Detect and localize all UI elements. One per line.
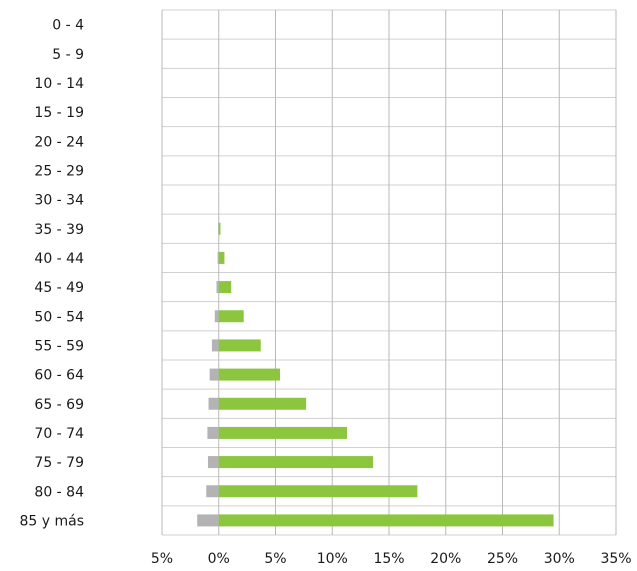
- bar-series-0-60-64: [209, 368, 219, 381]
- bar-series-0-40-44: [217, 251, 219, 264]
- bar-series-1-45-49: [218, 281, 232, 294]
- category-label: 0 - 4: [52, 18, 84, 34]
- category-label: 35 - 39: [34, 222, 84, 238]
- category-label: 50 - 54: [34, 309, 84, 325]
- category-labels: 0 - 4 5 - 9 10 - 14 15 - 19 20 - 24 25 - 29 30…: [19, 18, 84, 530]
- bar-series-1-55-59: [218, 339, 261, 352]
- x-tick-label: 20%: [430, 551, 461, 567]
- x-tick-labels: 5% 0% 5% 10% 15% 20% 25% 30% 35%: [151, 551, 632, 567]
- bar-series-0-55-59: [211, 339, 219, 352]
- category-label: 30 - 34: [34, 193, 84, 209]
- bars: [197, 222, 554, 527]
- bar-series-1-75-79: [218, 456, 374, 469]
- bar-series-0-65-69: [208, 397, 219, 410]
- bar-series-1-70-74: [218, 426, 348, 439]
- category-label: 25 - 29: [34, 163, 84, 179]
- bar-series-0-80-84: [206, 485, 219, 498]
- category-label: 85 y más: [19, 513, 84, 529]
- bar-series-1-35-39: [218, 222, 221, 235]
- category-label: 70 - 74: [34, 426, 84, 442]
- bar-series-1-40-44: [218, 251, 225, 264]
- category-label: 60 - 64: [34, 368, 84, 384]
- bar-series-1-80-84: [218, 485, 418, 498]
- category-label: 45 - 49: [34, 280, 84, 296]
- gridlines: [161, 9, 617, 536]
- x-tick-label: 0%: [208, 551, 230, 567]
- bar-series-1-50-54: [218, 310, 244, 323]
- category-label: 10 - 14: [34, 76, 84, 92]
- category-label: 5 - 9: [52, 47, 84, 63]
- bar-series-0-75-79: [207, 456, 219, 469]
- bar-series-1-85ymás: [218, 514, 554, 527]
- category-label: 15 - 19: [34, 105, 84, 121]
- category-label: 40 - 44: [34, 251, 84, 267]
- category-label: 75 - 79: [34, 455, 84, 471]
- bar-series-0-85ymás: [197, 514, 219, 527]
- bar-series-0-45-49: [216, 281, 219, 294]
- x-tick-label: 10%: [317, 551, 348, 567]
- x-tick-label: 25%: [487, 551, 518, 567]
- bar-series-1-65-69: [218, 397, 307, 410]
- x-tick-label: 5%: [264, 551, 286, 567]
- x-tick-label: 5%: [151, 551, 173, 567]
- category-label: 20 - 24: [34, 134, 84, 150]
- x-tick-label: 30%: [544, 551, 575, 567]
- bar-series-0-35-39: [218, 222, 219, 235]
- bar-series-0-70-74: [207, 426, 219, 439]
- bar-series-1-60-64: [218, 368, 281, 381]
- category-label: 55 - 59: [34, 338, 84, 354]
- bar-series-0-50-54: [214, 310, 219, 323]
- x-tick-label: 15%: [373, 551, 404, 567]
- category-label: 80 - 84: [34, 484, 84, 500]
- x-tick-label: 35%: [600, 551, 631, 567]
- category-label: 65 - 69: [34, 397, 84, 413]
